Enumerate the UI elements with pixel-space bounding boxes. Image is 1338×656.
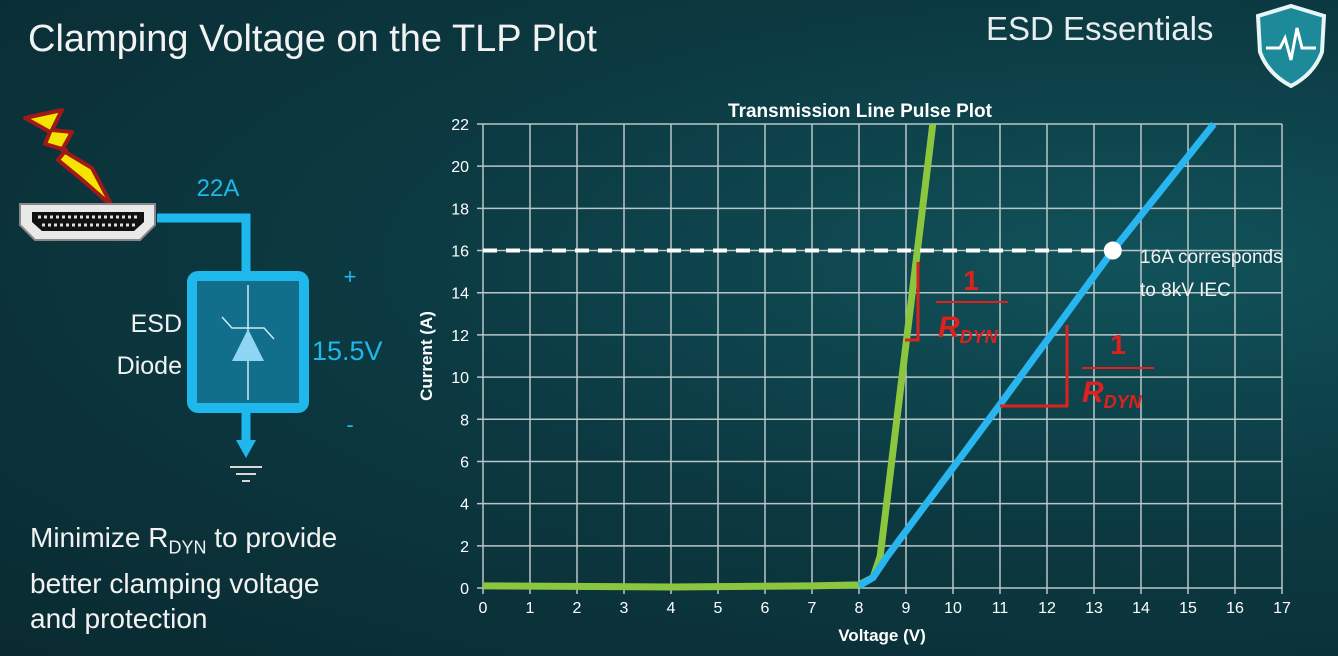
x-tick-label: 15: [1179, 600, 1197, 617]
esd-circuit-diagram: 22A ESD Diode + 15.5V -: [19, 108, 383, 482]
caption-line: and protection: [30, 602, 208, 634]
x-tick-label: 1: [526, 600, 535, 617]
point-annotation-line1: 16A corresponds: [1140, 247, 1283, 268]
slide-title: Clamping Voltage on the TLP Plot: [28, 18, 597, 60]
slope-denominator: RDYN: [1082, 376, 1143, 412]
y-tick-label: 4: [460, 497, 469, 514]
chart-title: Transmission Line Pulse Plot: [728, 101, 993, 122]
voltage-label: 15.5V: [312, 336, 383, 366]
series-line-2: [857, 121, 1217, 589]
x-tick-label: 5: [714, 600, 723, 617]
y-tick-label: 2: [460, 539, 469, 556]
slope-denominator: RDYN: [938, 311, 999, 347]
marked-point: [1103, 241, 1122, 260]
x-tick-label: 7: [808, 600, 817, 617]
caption-part: to provide: [206, 522, 338, 553]
y-tick-label: 8: [460, 412, 469, 429]
y-tick-label: 10: [451, 370, 469, 387]
series-line-1: [482, 123, 937, 591]
y-tick-label: 14: [451, 286, 469, 303]
x-tick-label: 4: [667, 600, 676, 617]
diode-symbol-icon: [232, 329, 264, 361]
ground-icon: [230, 466, 262, 482]
caption-part: Minimize R: [30, 522, 169, 553]
x-tick-label: 10: [944, 600, 962, 617]
x-tick-label: 11: [992, 600, 1009, 617]
minus-sign: -: [346, 412, 353, 437]
shield-logo-icon: [1255, 3, 1327, 89]
caption-subscript: DYN: [168, 537, 207, 558]
y-tick-label: 12: [451, 328, 469, 345]
signal-wire: [157, 213, 251, 276]
caption-line: better clamping voltage: [30, 567, 320, 599]
x-tick-label: 13: [1085, 600, 1103, 617]
y-axis-label: Current (A): [417, 311, 436, 401]
esd-label: ESD: [131, 310, 182, 338]
y-tick-label: 20: [451, 159, 469, 176]
x-tick-label: 6: [761, 600, 770, 617]
arrow-down-icon: [236, 440, 256, 458]
x-tick-label: 8: [855, 600, 864, 617]
slope-numerator: 1: [963, 265, 979, 296]
x-tick-label: 2: [573, 600, 582, 617]
y-tick-label: 6: [460, 454, 469, 471]
x-tick-label: 17: [1273, 600, 1291, 617]
tick-labels: 0 1 2 3 4 5 6 7 8 9 10 11 12 13 14 15 16 1702468101214161…: [451, 117, 1291, 617]
x-tick-label: 14: [1132, 600, 1150, 617]
y-tick-label: 0: [460, 581, 469, 598]
slope-numerator: 1: [1110, 329, 1126, 360]
caption-text: Minimize RDYN to provide better clamping…: [30, 520, 337, 636]
current-label: 22A: [197, 175, 240, 202]
x-tick-label: 3: [620, 600, 629, 617]
y-tick-label: 18: [451, 201, 469, 218]
x-axis-label: Voltage (V): [838, 626, 926, 645]
x-tick-label: 0: [479, 600, 488, 617]
brand-name: ESD Essentials: [986, 10, 1214, 47]
plus-sign: +: [344, 264, 357, 289]
hdmi-connector-icon: [19, 203, 156, 241]
slope-annotation-blue: 1 RDYN: [1000, 325, 1154, 412]
x-tick-label: 9: [902, 600, 911, 617]
y-tick-label: 22: [451, 117, 469, 134]
x-tick-label: 16: [1226, 600, 1244, 617]
y-tick-label: 16: [451, 244, 469, 261]
point-annotation-line2: to 8kV IEC: [1140, 280, 1231, 301]
diode-label: Diode: [117, 352, 182, 380]
slope-annotation-green: 1 RDYN: [905, 262, 1008, 347]
x-tick-label: 12: [1038, 600, 1056, 617]
